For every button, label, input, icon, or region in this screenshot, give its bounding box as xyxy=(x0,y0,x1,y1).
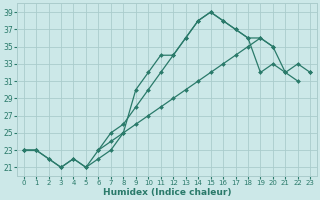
X-axis label: Humidex (Indice chaleur): Humidex (Indice chaleur) xyxy=(103,188,231,197)
